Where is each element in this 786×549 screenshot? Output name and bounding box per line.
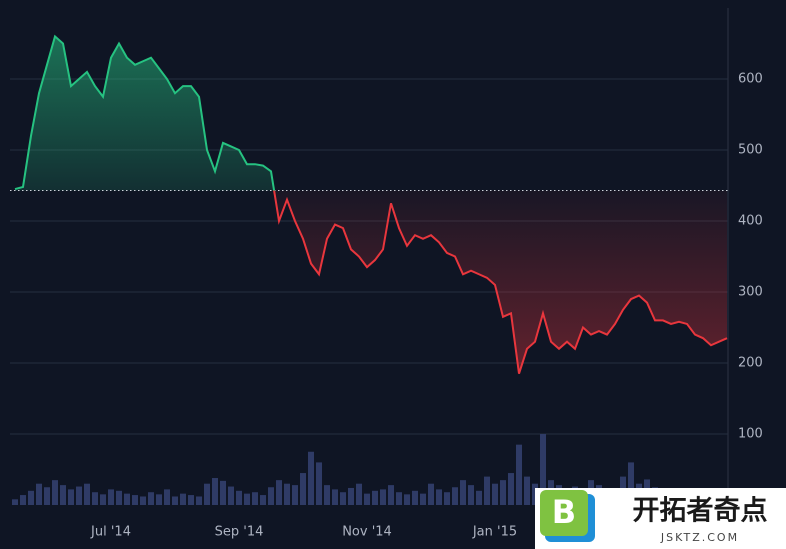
y-tick-label: 200: [738, 356, 763, 371]
volume-bar: [92, 492, 98, 505]
volume-bar: [412, 490, 418, 505]
volume-bar: [52, 480, 58, 505]
volume-bar: [444, 492, 450, 505]
volume-bar: [540, 434, 546, 505]
volume-bar: [388, 485, 394, 505]
volume-bar: [284, 483, 290, 505]
volume-bar: [340, 492, 346, 505]
volume-bar: [436, 489, 442, 505]
volume-bar: [292, 485, 298, 505]
volume-bar: [460, 480, 466, 505]
volume-bar: [108, 489, 114, 505]
watermark-title: 开拓者奇点: [633, 496, 768, 527]
volume-bar: [20, 495, 26, 505]
volume-bar: [468, 485, 474, 505]
volume-bar: [116, 490, 122, 505]
x-tick-label: Nov '14: [342, 525, 392, 540]
volume-bar: [196, 496, 202, 505]
volume-bar: [348, 487, 354, 505]
area-below: [274, 190, 727, 374]
area-above: [15, 36, 727, 191]
volume-bar: [404, 494, 410, 505]
volume-bar: [180, 493, 186, 505]
volume-bar: [372, 490, 378, 505]
x-tick-label: Sep '14: [215, 525, 264, 540]
watermark-url: JSKTZ.COM: [660, 531, 739, 544]
volume-bar: [628, 462, 634, 505]
line-above: [14, 34, 276, 191]
volume-bar: [36, 483, 42, 505]
volume-bar: [124, 493, 130, 505]
volume-bar: [492, 483, 498, 505]
volume-bar: [100, 494, 106, 505]
y-tick-label: 400: [738, 214, 763, 229]
logo-letter: B: [552, 493, 576, 531]
volume-bar: [420, 493, 426, 505]
volume-bar: [204, 483, 210, 505]
volume-bar: [524, 476, 530, 505]
x-tick-label: Jan '15: [472, 525, 517, 540]
line-below: [273, 190, 728, 374]
logo-front: [540, 490, 588, 536]
volume-bar: [428, 483, 434, 505]
volume-bar: [308, 451, 314, 505]
volume-bar: [60, 485, 66, 505]
watermark: B 开拓者奇点 JSKTZ.COM: [535, 488, 786, 549]
volume-bar: [356, 483, 362, 505]
volume-bar: [244, 493, 250, 505]
volume-bar: [68, 489, 74, 505]
volume-bar: [140, 496, 146, 505]
volume-bar: [324, 485, 330, 505]
volume-bar: [236, 490, 242, 505]
volume-bar: [212, 478, 218, 505]
volume-bar: [132, 495, 138, 505]
volume-bar: [300, 473, 306, 505]
volume-bar: [500, 480, 506, 505]
volume-bar: [76, 486, 82, 505]
volume-bar: [508, 473, 514, 505]
volume-bar: [252, 492, 258, 505]
volume-bar: [516, 444, 522, 505]
volume-bar: [28, 490, 34, 505]
volume-bar: [220, 480, 226, 505]
volume-bar: [164, 489, 170, 505]
volume-bar: [396, 492, 402, 505]
volume-bar: [260, 495, 266, 505]
volume-bar: [380, 489, 386, 505]
volume-bar: [188, 495, 194, 505]
volume-bar: [476, 490, 482, 505]
volume-bar: [332, 489, 338, 505]
volume-bar: [148, 492, 154, 505]
y-tick-label: 100: [738, 427, 763, 442]
volume-bar: [452, 487, 458, 505]
volume-bar: [12, 499, 18, 505]
volume-bar: [228, 486, 234, 505]
volume-bar: [172, 496, 178, 505]
y-tick-label: 300: [738, 285, 763, 300]
x-tick-label: Jul '14: [90, 525, 131, 540]
volume-bar: [316, 462, 322, 505]
volume-bar: [44, 487, 50, 505]
volume-bar: [268, 487, 274, 505]
volume-bar: [276, 480, 282, 505]
volume-bar: [364, 493, 370, 505]
volume-bar: [84, 483, 90, 505]
y-tick-label: 500: [738, 143, 763, 158]
volume-bar: [156, 494, 162, 505]
y-tick-label: 600: [738, 72, 763, 87]
volume-bar: [484, 476, 490, 505]
